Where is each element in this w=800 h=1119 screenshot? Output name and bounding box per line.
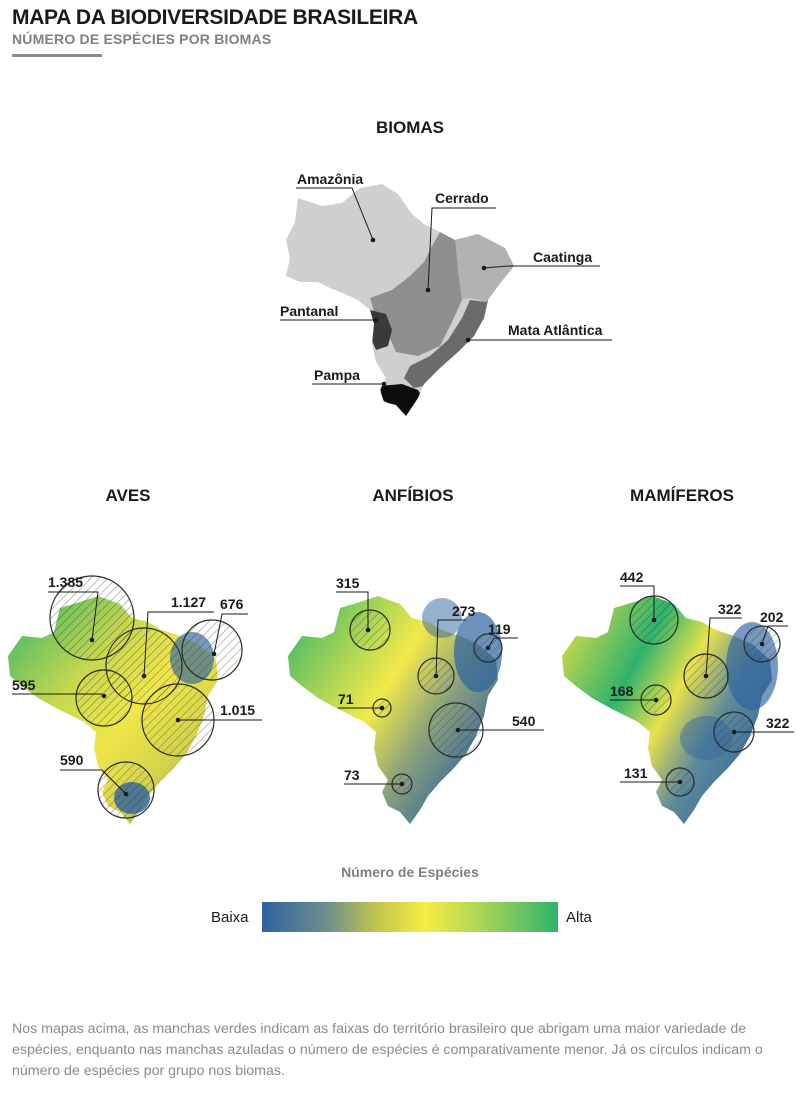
group-title-aves: AVES <box>105 486 151 505</box>
biome-mata-atlantica-region <box>404 292 500 388</box>
aves-value-caatinga: 676 <box>220 596 244 612</box>
aves-value-mata-atlantica: 1.015 <box>220 702 255 718</box>
mamiferos-value-pantanal: 168 <box>610 683 634 699</box>
biomes-map: Amazônia Cerrado Caatinga Pantanal Mata … <box>280 171 612 416</box>
aves-value-cerrado: 1.127 <box>171 594 206 610</box>
page-subtitle: NÚMERO DE ESPÉCIES POR BIOMAS <box>12 31 272 47</box>
anfibios-value-cerrado: 273 <box>452 603 476 619</box>
aves-value-amazonia: 1.385 <box>48 574 83 590</box>
biome-label-pantanal: Pantanal <box>280 303 338 319</box>
header-divider <box>12 54 102 57</box>
map-anfibios: 315 273 119 71 540 73 <box>288 575 544 824</box>
legend-color-bar <box>262 902 558 932</box>
biome-label-pampa: Pampa <box>314 367 360 383</box>
group-title-mamiferos: MAMÍFEROS <box>630 486 734 505</box>
anfibios-value-mata-atlantica: 540 <box>512 713 536 729</box>
biome-label-cerrado: Cerrado <box>435 190 489 206</box>
aves-value-pampa: 590 <box>60 752 84 768</box>
biome-cerrado-region <box>370 232 462 356</box>
anfibios-value-amazonia: 315 <box>336 575 360 591</box>
biome-label-amazonia: Amazônia <box>297 171 363 187</box>
mamiferos-value-amazonia: 442 <box>620 569 644 585</box>
legend-title: Número de Espécies <box>341 864 479 880</box>
biome-label-mata-atlantica: Mata Atlântica <box>508 322 603 338</box>
page-title: MAPA DA BIODIVERSIDADE BRASILEIRA <box>12 6 418 29</box>
legend-low-label: Baixa <box>211 909 249 926</box>
group-title-anfibios: ANFÍBIOS <box>372 486 454 505</box>
mamiferos-value-pampa: 131 <box>624 765 648 781</box>
mamiferos-value-mata-atlantica: 322 <box>766 715 790 731</box>
aves-value-pantanal: 595 <box>12 677 36 693</box>
mamiferos-value-cerrado: 322 <box>718 601 742 617</box>
biome-label-caatinga: Caatinga <box>533 249 592 265</box>
species-maps: 1.385 1.127 676 595 1.015 590 <box>8 569 794 824</box>
map-mamiferos: 442 322 202 168 322 131 <box>562 569 794 824</box>
mamiferos-value-caatinga: 202 <box>760 609 784 625</box>
anfibios-value-pantanal: 71 <box>338 691 354 707</box>
footnote: Nos mapas acima, as manchas verdes indic… <box>12 1021 763 1079</box>
anfibios-value-pampa: 73 <box>344 767 360 783</box>
anfibios-value-caatinga: 119 <box>488 621 511 637</box>
legend-high-label: Alta <box>566 909 592 926</box>
map-aves: 1.385 1.127 676 595 1.015 590 <box>8 574 262 824</box>
biomes-map-title: BIOMAS <box>376 118 444 137</box>
